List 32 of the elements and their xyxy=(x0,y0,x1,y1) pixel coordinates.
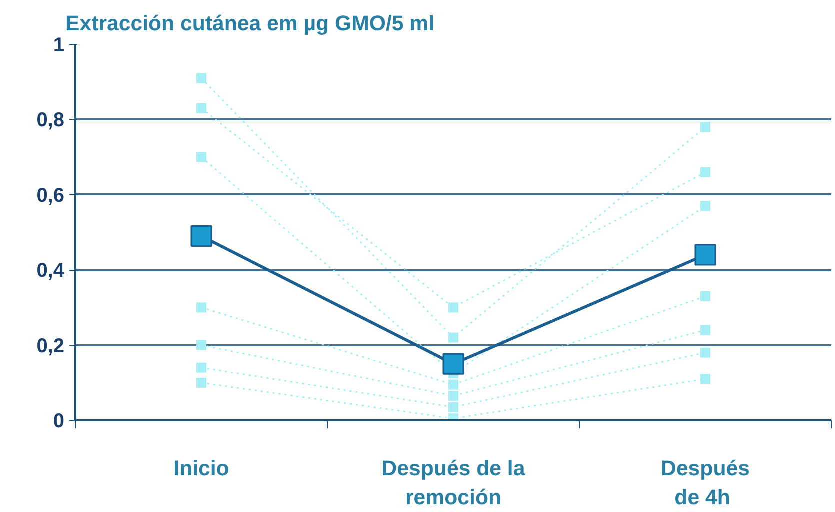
chart-title: Extracción cutánea em µg GMO/5 ml xyxy=(66,12,435,36)
point xyxy=(448,302,458,313)
x-tick-label: Después de la remoción xyxy=(382,456,526,510)
point xyxy=(448,380,458,390)
point xyxy=(448,402,458,412)
point xyxy=(700,167,710,178)
point xyxy=(448,332,458,343)
y-tick-label: 0,6 xyxy=(36,184,65,207)
point xyxy=(190,226,212,248)
point xyxy=(700,348,710,358)
point xyxy=(196,378,206,388)
point xyxy=(196,152,206,162)
y-tick-label: 0,2 xyxy=(36,335,65,358)
point xyxy=(700,291,710,302)
y-tick-label: 0 xyxy=(53,410,64,432)
point xyxy=(700,374,710,384)
x-tick-label: Después de 4h xyxy=(661,456,750,510)
point xyxy=(196,340,206,350)
y-tick-label: 0,8 xyxy=(36,110,65,132)
y-tick-label: 1 xyxy=(53,34,64,56)
point xyxy=(196,103,206,114)
point xyxy=(700,325,710,336)
point xyxy=(196,362,206,373)
point xyxy=(196,302,206,313)
point xyxy=(196,73,206,84)
point xyxy=(442,353,464,375)
point xyxy=(694,244,716,266)
x-tick-label: Inicio xyxy=(174,456,230,480)
y-tick-label: 0,4 xyxy=(36,260,66,282)
point xyxy=(700,201,710,212)
point xyxy=(448,391,458,402)
point xyxy=(700,122,710,132)
